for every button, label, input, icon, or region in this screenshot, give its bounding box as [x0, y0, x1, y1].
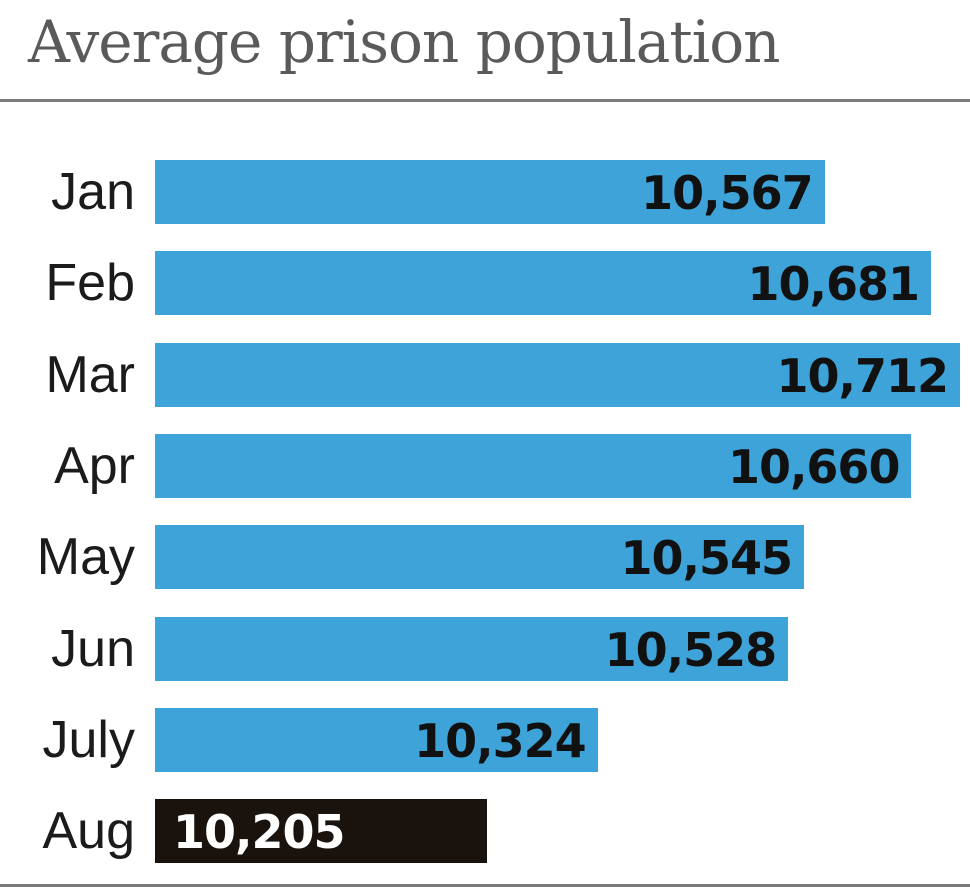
value-label: 10,545 — [620, 531, 794, 585]
bar — [155, 434, 912, 498]
category-label: Jun — [51, 620, 135, 678]
bar — [155, 160, 825, 224]
bar-row-aug: Aug 10,205 — [0, 799, 970, 863]
bar — [155, 799, 487, 863]
category-label: May — [36, 528, 135, 586]
chart-title: Average prison population — [28, 8, 780, 76]
value-label: 10,567 — [641, 166, 814, 220]
bar-row-apr: Apr 10,660 — [0, 434, 970, 498]
bottom-divider — [0, 884, 970, 887]
bar-row-jan: Jan 10,567 — [0, 160, 970, 224]
category-label: Mar — [45, 346, 135, 404]
category-label: Aug — [42, 802, 135, 860]
value-label: 10,324 — [414, 714, 587, 768]
bar — [155, 617, 789, 681]
value-label: 10,205 — [173, 805, 346, 859]
bar-row-july: July 10,324 — [0, 708, 970, 772]
category-label: July — [42, 711, 135, 769]
title-divider — [0, 99, 970, 102]
bar — [155, 343, 960, 407]
value-label: 10,681 — [747, 257, 921, 311]
value-label: 10,660 — [727, 440, 901, 494]
bar-row-mar: Mar 10,712 — [0, 343, 970, 407]
bar-row-may: May 10,545 — [0, 525, 970, 589]
category-label: Apr — [54, 437, 135, 495]
bar — [155, 525, 805, 589]
bar-row-feb: Feb 10,681 — [0, 251, 970, 315]
bar — [155, 708, 598, 772]
value-label: 10,528 — [604, 623, 778, 677]
category-label: Jan — [51, 163, 135, 221]
bar — [155, 251, 932, 315]
value-label: 10,712 — [776, 349, 949, 403]
bar-row-jun: Jun 10,528 — [0, 617, 970, 681]
category-label: Feb — [45, 254, 135, 312]
